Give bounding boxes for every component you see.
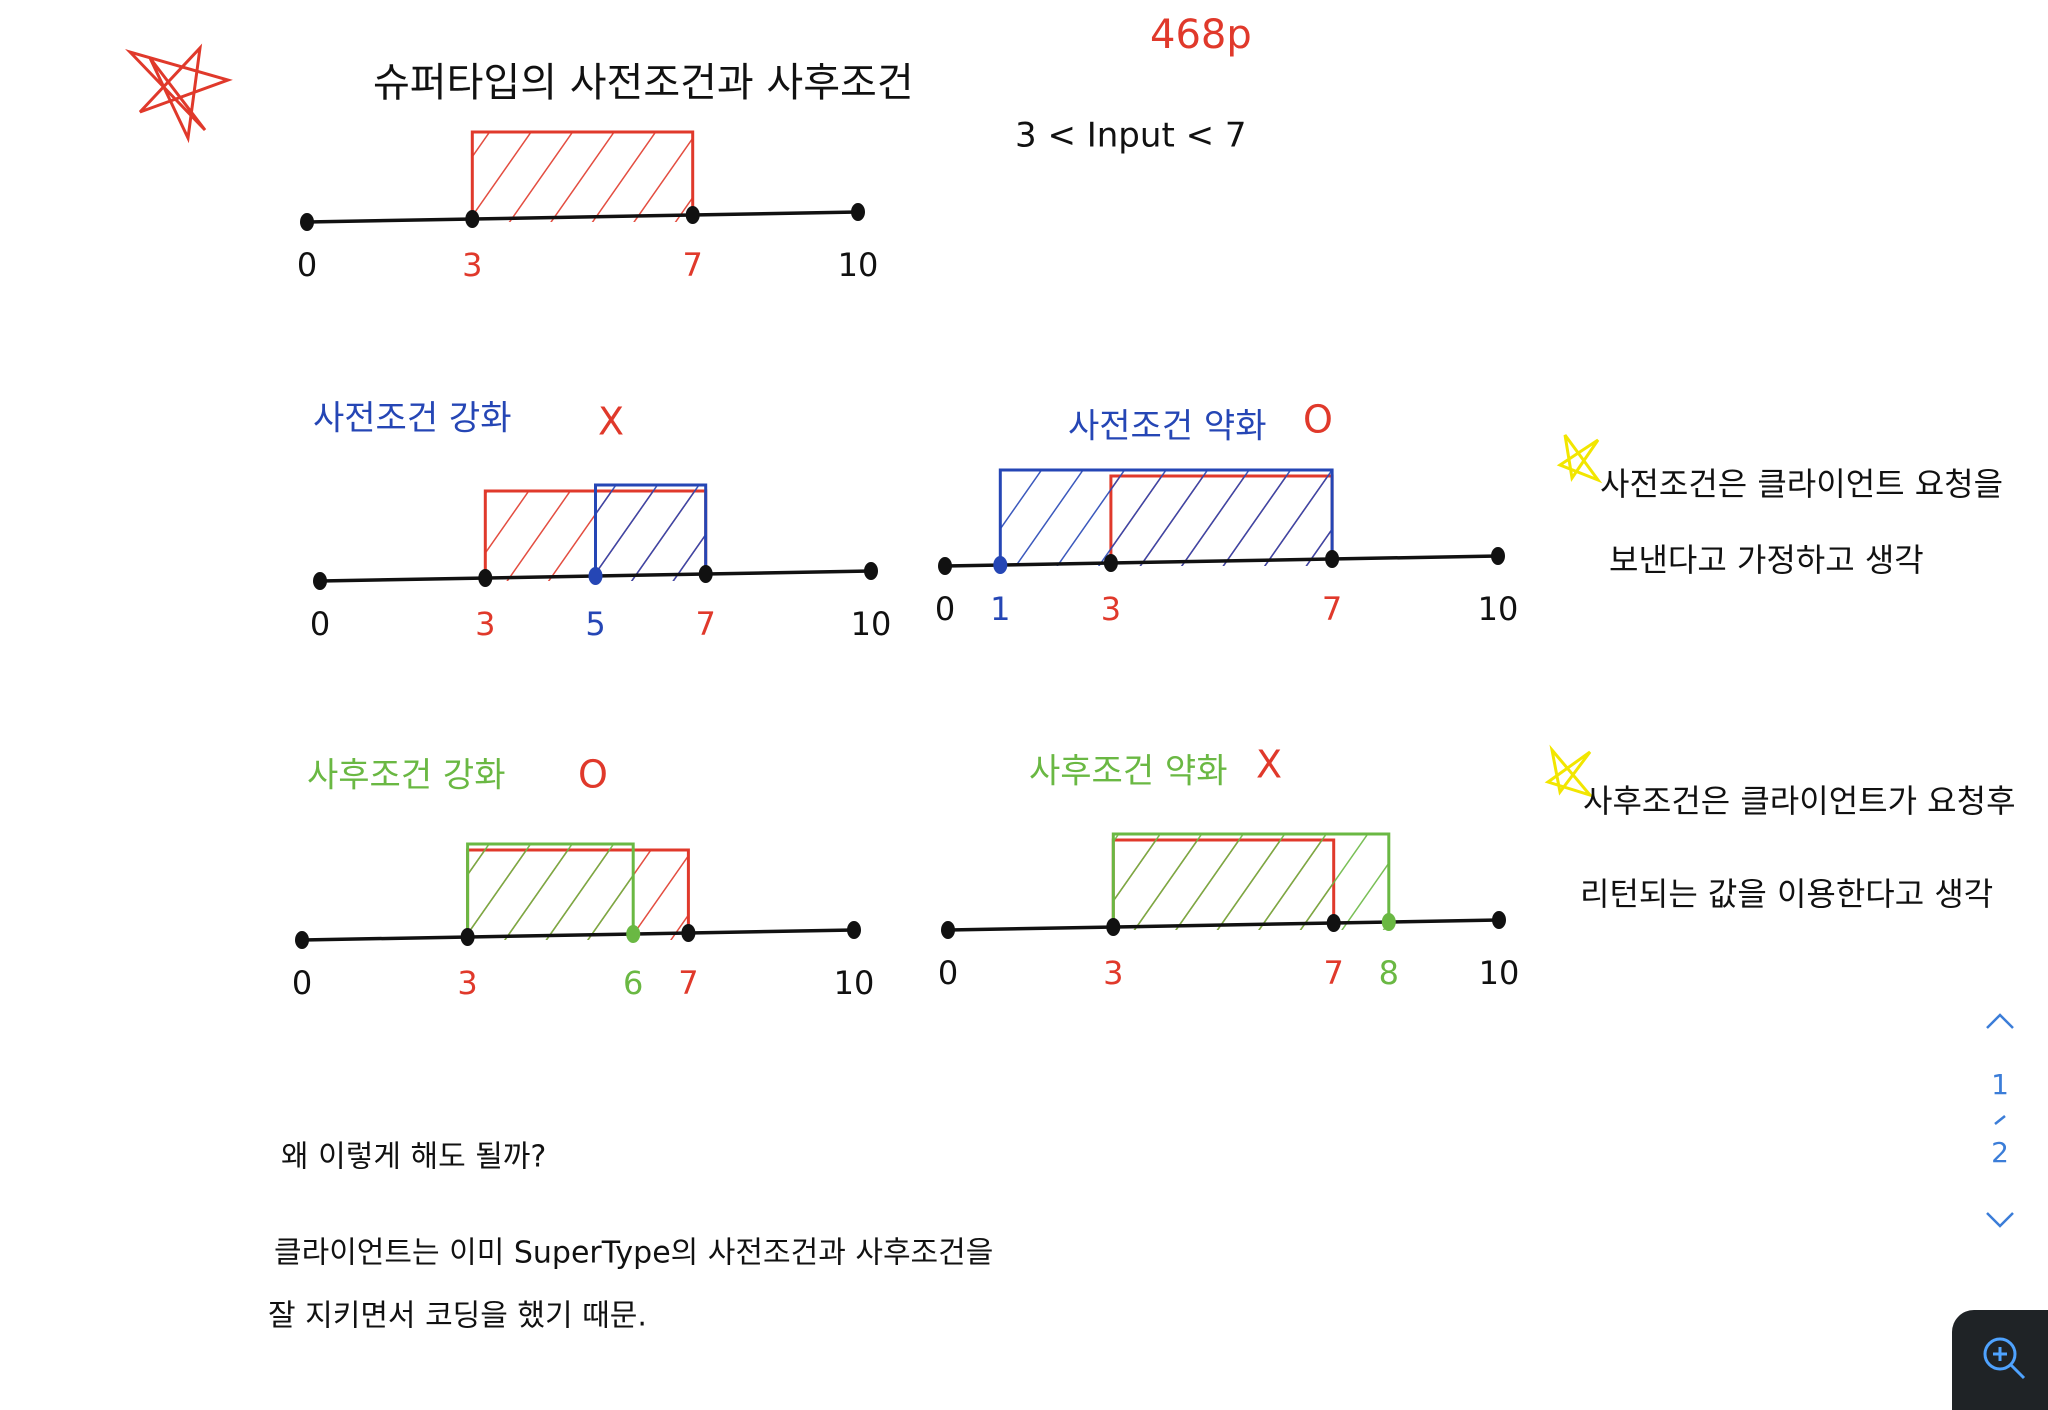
zoom-button[interactable]	[1952, 1310, 2048, 1410]
diagram-heading: 사후조건 강화	[307, 756, 506, 796]
page-current: 1	[1991, 1068, 2009, 1101]
tick-label: 1	[990, 590, 1010, 628]
number-line	[301, 928, 855, 942]
point	[685, 206, 700, 224]
page-total: 2	[1991, 1136, 2009, 1169]
tick-label: 3	[457, 964, 477, 1002]
range-outline	[1111, 832, 1391, 930]
point	[1106, 918, 1121, 936]
page-separator	[1994, 1115, 2006, 1125]
tick-label: 0	[310, 605, 330, 643]
point	[1492, 911, 1506, 929]
star	[1544, 744, 1595, 798]
note-line: 리턴되는 값을 이용한다고 생각	[1580, 875, 1993, 913]
zoom-icon	[1983, 1337, 2026, 1380]
tick-label: 0	[938, 954, 958, 992]
diagram-heading: 사전조건 강화	[313, 399, 512, 439]
point	[588, 567, 603, 585]
tick-label: 6	[623, 964, 643, 1002]
verdict: O	[578, 753, 608, 797]
range-hatch	[467, 844, 634, 940]
point	[698, 565, 713, 583]
range-hatch	[1113, 834, 1389, 930]
note-line: 사후조건은 클라이언트가 요청후	[1583, 782, 2016, 820]
number-line	[944, 554, 1499, 568]
range-hatch	[1000, 470, 1333, 566]
tick-label: 7	[683, 246, 703, 284]
point	[864, 562, 878, 580]
range-outline	[594, 483, 708, 581]
point	[941, 921, 955, 939]
star	[1556, 434, 1603, 484]
point	[1326, 914, 1341, 932]
tick-label: 3	[462, 246, 482, 284]
point	[938, 557, 952, 575]
point	[1491, 547, 1505, 565]
tick-label: 7	[678, 964, 698, 1002]
tick-label: 0	[935, 590, 955, 628]
tick-label: 10	[1479, 954, 1520, 992]
note-line: 사전조건은 클라이언트 요청을	[1600, 465, 2003, 503]
point	[300, 213, 314, 231]
point	[993, 556, 1008, 574]
tick-label: 7	[696, 605, 716, 643]
point	[478, 569, 493, 587]
point	[847, 921, 861, 939]
point	[626, 925, 641, 943]
tick-label: 10	[834, 964, 875, 1002]
number-line	[947, 918, 1500, 932]
question: 왜 이렇게 해도 될까?	[281, 1140, 546, 1175]
note-line: 보낸다고 가정하고 생각	[1609, 541, 1924, 579]
tick-label: 0	[297, 246, 317, 284]
tick-label: 3	[1101, 590, 1121, 628]
tick-label: 0	[292, 964, 312, 1002]
page-ref: 468p	[1150, 12, 1252, 58]
verdict: X	[1256, 743, 1282, 787]
tick-label: 3	[475, 605, 495, 643]
point	[313, 572, 327, 590]
answer-line: 클라이언트는 이미 SuperType의 사전조건과 사후조건을	[274, 1236, 993, 1271]
tick-label: 7	[1322, 590, 1342, 628]
point	[1325, 550, 1340, 568]
verdict: X	[598, 400, 624, 444]
point	[295, 931, 309, 949]
range-outline	[466, 842, 635, 940]
tick-label: 10	[1478, 590, 1519, 628]
range-outline	[998, 468, 1334, 566]
point	[681, 924, 696, 942]
tick-label: 7	[1324, 954, 1344, 992]
tick-label: 10	[851, 605, 892, 643]
point	[1381, 913, 1396, 931]
point	[460, 928, 475, 946]
star	[125, 43, 233, 144]
range-hatch	[472, 132, 693, 222]
point	[465, 210, 480, 228]
page-down[interactable]	[1986, 1212, 2014, 1228]
diagram-heading: 사전조건 약화	[1068, 407, 1267, 447]
tick-label: 5	[585, 605, 605, 643]
range-outline	[470, 130, 695, 222]
range-hatch	[595, 485, 706, 581]
point	[851, 203, 865, 221]
verdict: O	[1303, 398, 1333, 442]
diagram-heading: 사후조건 약화	[1029, 752, 1228, 792]
tick-label: 10	[838, 246, 879, 284]
answer-line: 잘 지키면서 코딩을 했기 때문.	[268, 1299, 647, 1334]
title: 슈퍼타입의 사전조건과 사후조건	[373, 60, 914, 106]
condition: 3 < Input < 7	[1015, 116, 1247, 156]
page-up[interactable]	[1986, 1013, 2014, 1029]
number-line	[306, 210, 859, 224]
tick-label: 8	[1379, 954, 1399, 992]
point	[1103, 554, 1118, 572]
tick-label: 3	[1103, 954, 1123, 992]
